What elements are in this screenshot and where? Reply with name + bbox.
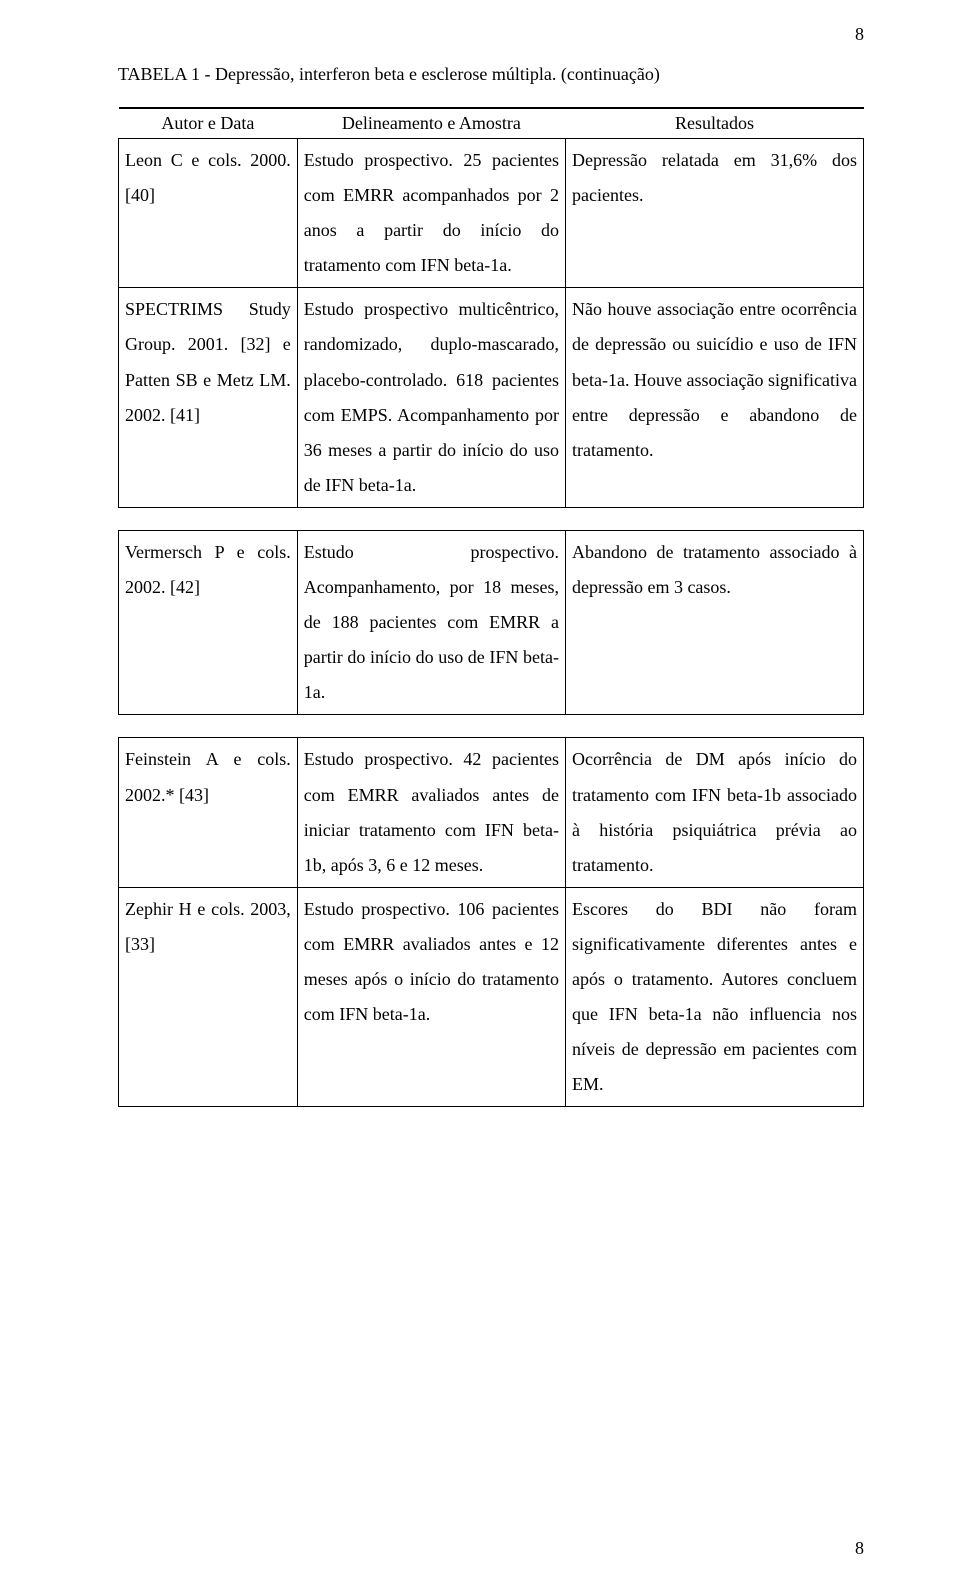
table-spacer bbox=[119, 507, 864, 530]
column-header-author: Autor e Data bbox=[119, 108, 298, 139]
cell-result: Escores do BDI não foram significativame… bbox=[565, 887, 863, 1107]
cell-author: SPECTRIMS Study Group. 2001. [32] e Patt… bbox=[119, 288, 298, 508]
cell-result: Ocorrência de DM após início do tratamen… bbox=[565, 738, 863, 887]
cell-result: Abandono de tratamento associado à depre… bbox=[565, 530, 863, 714]
document-page: 8 TABELA 1 - Depressão, interferon beta … bbox=[0, 0, 960, 1589]
table-row: Feinstein A e cols. 2002.* [43] Estudo p… bbox=[119, 738, 864, 887]
table-row: Leon C e cols. 2000. [40] Estudo prospec… bbox=[119, 139, 864, 288]
cell-design: Estudo prospectivo. 106 pacientes com EM… bbox=[297, 887, 565, 1107]
cell-result: Não houve associação entre ocorrência de… bbox=[565, 288, 863, 508]
cell-design: Estudo prospectivo. 42 pacientes com EMR… bbox=[297, 738, 565, 887]
table-title: TABELA 1 - Depressão, interferon beta e … bbox=[118, 64, 864, 85]
data-table: Autor e Data Delineamento e Amostra Resu… bbox=[118, 107, 864, 1107]
cell-design: Estudo prospectivo. Acompanhamento, por … bbox=[297, 530, 565, 714]
table-spacer bbox=[119, 715, 864, 738]
cell-author: Leon C e cols. 2000. [40] bbox=[119, 139, 298, 288]
cell-design: Estudo prospectivo multicêntrico, random… bbox=[297, 288, 565, 508]
cell-result: Depressão relatada em 31,6% dos paciente… bbox=[565, 139, 863, 288]
column-header-design: Delineamento e Amostra bbox=[297, 108, 565, 139]
table-row: Zephir H e cols. 2003, [33] Estudo prosp… bbox=[119, 887, 864, 1107]
column-header-result: Resultados bbox=[565, 108, 863, 139]
page-number-bottom: 8 bbox=[855, 1538, 864, 1559]
page-number-top: 8 bbox=[855, 24, 864, 45]
cell-author: Feinstein A e cols. 2002.* [43] bbox=[119, 738, 298, 887]
table-row: Vermersch P e cols. 2002. [42] Estudo pr… bbox=[119, 530, 864, 714]
cell-author: Zephir H e cols. 2003, [33] bbox=[119, 887, 298, 1107]
cell-author: Vermersch P e cols. 2002. [42] bbox=[119, 530, 298, 714]
table-row: SPECTRIMS Study Group. 2001. [32] e Patt… bbox=[119, 288, 864, 508]
table-header-row: Autor e Data Delineamento e Amostra Resu… bbox=[119, 108, 864, 139]
cell-design: Estudo prospectivo. 25 pacientes com EMR… bbox=[297, 139, 565, 288]
